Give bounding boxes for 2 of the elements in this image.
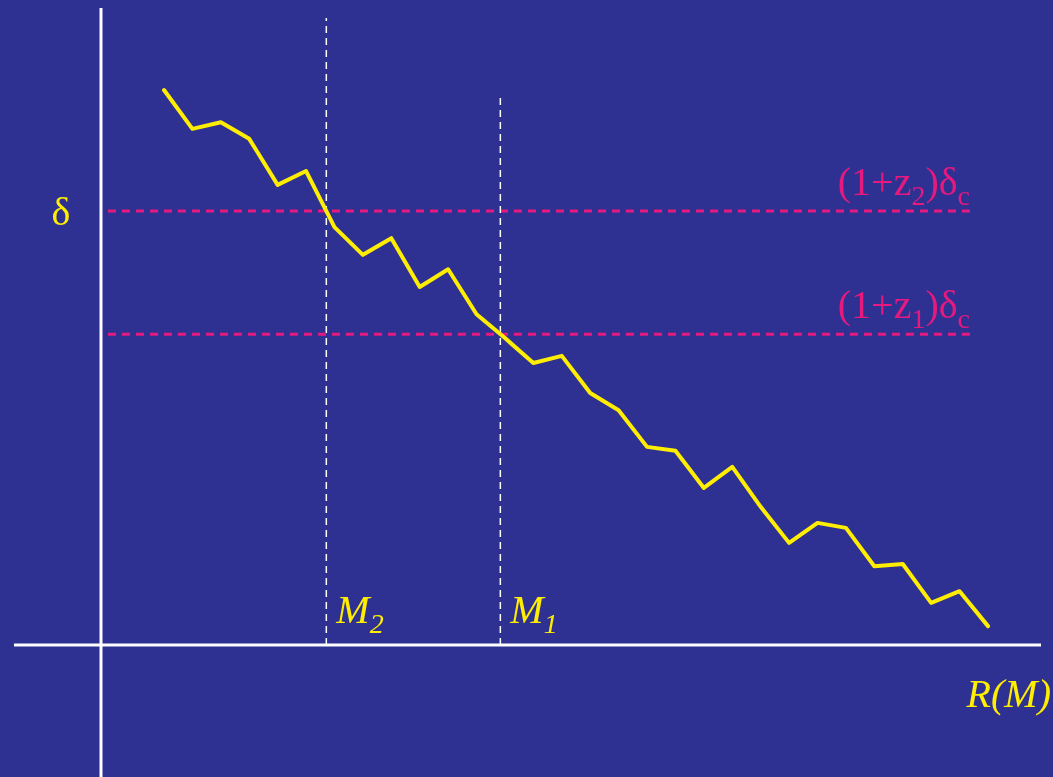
x-axis-title: R(M) <box>965 671 1052 716</box>
y-axis-title: δ <box>51 188 71 234</box>
